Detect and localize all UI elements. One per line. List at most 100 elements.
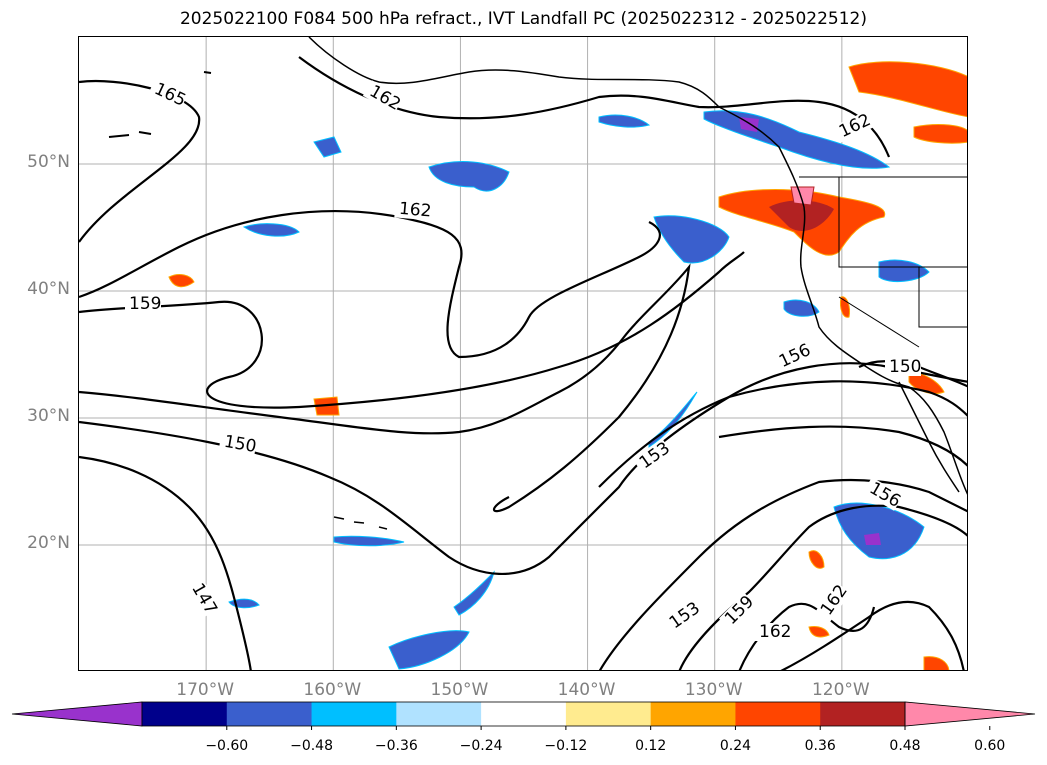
shade-warm-s3 (808, 626, 830, 638)
lon-tick-label: 130°W (684, 680, 743, 700)
colorbar-bin (142, 702, 228, 726)
coastlines (108, 37, 967, 530)
lon-tick-label: 160°W (303, 680, 362, 700)
contour-153 (598, 380, 967, 488)
colorbar-bin (311, 702, 397, 726)
contour-153-s (598, 478, 967, 670)
shade-cool-coast (783, 299, 820, 317)
colorbar-tick-label: 0.60 (974, 738, 1006, 754)
colorbar-segments (11, 701, 1036, 730)
chart-title: 2025022100 F084 500 hPa refract., IVT La… (179, 9, 867, 29)
contour-label-bg (147, 78, 189, 110)
shade-cool-small1 (313, 136, 342, 158)
contour-label-bg (815, 582, 851, 622)
map-plot-area: 165 162 162 162 159 156 150 150 153 153 159 162 162 1… (78, 36, 968, 671)
islands-nw (108, 71, 212, 138)
shade-cool-sw3 (333, 535, 405, 547)
colorbar-tick-label: −0.24 (459, 738, 503, 754)
contour-label-bg (633, 439, 673, 475)
colorbar-bin (226, 702, 313, 726)
lat-tick-label: 20°N (27, 533, 70, 553)
shade-cool-mid2 (598, 114, 651, 128)
contour-159-s (678, 504, 967, 670)
colorbar-tick-label: 0.36 (804, 738, 836, 754)
colorbar-tick-label: −0.60 (205, 738, 249, 754)
shade-warm-pnw-peak (790, 186, 815, 206)
hawaii-islands (333, 516, 388, 530)
lat-tick-label: 40°N (27, 279, 70, 299)
coast-baja (898, 381, 960, 493)
shade-cool-nevada (878, 259, 930, 283)
shade-cool-sw4 (228, 598, 260, 609)
colorbar-extend-low (11, 701, 143, 727)
contour-165 (79, 80, 201, 243)
contour-level-label: 159 (129, 294, 161, 314)
contour-label-bg (862, 477, 904, 511)
contour-label-bg (362, 80, 404, 114)
contour-level-label: 165 (151, 79, 189, 111)
contour-level-label: 162 (759, 622, 791, 642)
contour-label-bg (218, 432, 258, 456)
shade-cool-oregon (653, 215, 730, 264)
shaded-regions (168, 61, 967, 670)
shade-warm-ne2 (913, 124, 967, 144)
contour-label-bg (832, 111, 874, 143)
colorbar-extend-high (904, 701, 1036, 727)
colorbar-bin (735, 702, 821, 726)
shade-warm-ne (848, 61, 967, 118)
colorbar-bin (481, 702, 567, 726)
contour-162-mid (79, 210, 661, 359)
lon-tick-label: 170°W (176, 680, 235, 700)
contour-162-north (298, 56, 891, 158)
lon-tick-label: 140°W (557, 680, 616, 700)
contour-147 (79, 455, 252, 670)
contour-label-bg (718, 592, 758, 632)
colorbar-tick-label: −0.36 (374, 738, 418, 754)
colorbar-bin (565, 702, 652, 726)
shade-warm-pnw-core (769, 200, 834, 231)
contour-label-bg (663, 599, 703, 635)
colorbar-tick-label: 0.12 (635, 738, 667, 754)
lat-tick-label: 50°N (27, 152, 70, 172)
contour-level-label: 150 (889, 357, 921, 377)
shade-cool-s-core (864, 533, 881, 545)
contour-150 (79, 362, 967, 576)
shade-warm-s1 (808, 550, 825, 569)
colorbar-tick-label: −0.12 (544, 738, 588, 754)
shade-cool-s (833, 502, 925, 560)
coast-alaska (308, 37, 805, 208)
colorbar-bin (650, 702, 736, 726)
colorbar-tick-label: 0.24 (719, 738, 752, 754)
shade-cool-sw1 (388, 630, 470, 670)
border-states2 (918, 267, 967, 328)
shade-warm-s2 (923, 656, 950, 670)
lon-tick-label: 120°W (811, 680, 870, 700)
shade-warm-coast (908, 371, 945, 395)
colorbar-outline (141, 701, 906, 727)
lon-tick-label: 150°W (430, 680, 489, 700)
contour-156 (79, 263, 691, 513)
colorbar-tick-label: 0.48 (889, 738, 921, 754)
shade-cool-sw2 (453, 570, 495, 616)
shade-warm-w1 (168, 274, 195, 288)
border-states1 (838, 177, 967, 268)
contour-label-bg (186, 576, 220, 618)
colorbar-bin (396, 702, 482, 726)
contour-label-bg (125, 295, 161, 313)
contour-level-label: 150 (222, 432, 257, 457)
colorbar-tick-label: −0.48 (290, 738, 333, 754)
lat-tick-label: 30°N (27, 406, 70, 426)
contour-label-bg (885, 358, 921, 376)
contour-156-s (780, 600, 965, 670)
contour-level-label: 162 (398, 199, 432, 222)
contour-label-bg (772, 341, 814, 373)
shade-cool-small2 (242, 223, 300, 237)
gridlines (79, 37, 967, 670)
contour-label-bg (755, 623, 791, 641)
border-ca-nv (838, 296, 920, 348)
colorbar-bin (820, 702, 906, 726)
contour-label-bg (394, 199, 432, 221)
shade-cool-mid (428, 161, 510, 192)
